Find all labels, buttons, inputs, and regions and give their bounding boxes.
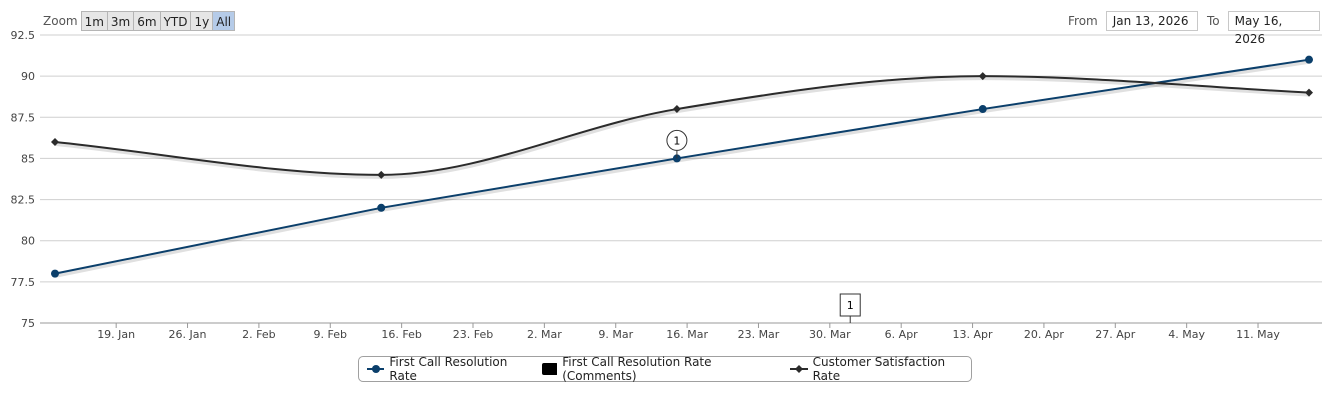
- chart-legend: First Call Resolution Rate First Call Re…: [358, 355, 972, 383]
- data-point: [978, 105, 987, 114]
- x-tick-label: 19. Jan: [97, 328, 135, 341]
- x-tick-label: 2. Mar: [527, 328, 562, 341]
- zoom-ytd-button[interactable]: YTD: [159, 11, 192, 31]
- x-tick-label: 26. Jan: [169, 328, 207, 341]
- data-point: [377, 203, 386, 212]
- data-point: [51, 269, 59, 278]
- legend-item-first-call-resolution-rate[interactable]: First Call Resolution Rate: [367, 355, 534, 383]
- y-tick-label: 85: [21, 152, 35, 165]
- data-point: [978, 72, 987, 81]
- flag-label: 1: [673, 134, 680, 147]
- series-shadow: [55, 76, 1311, 179]
- y-tick-label: 90: [21, 70, 35, 83]
- zoom-3m-button[interactable]: 3m: [106, 11, 135, 31]
- to-date-input[interactable]: May 16, 2026: [1227, 11, 1320, 46]
- legend-label: Customer Satisfaction Rate: [812, 355, 946, 383]
- zoom-6m-button[interactable]: 6m: [133, 11, 161, 31]
- circle-line-icon: [367, 365, 385, 373]
- data-point: [672, 105, 681, 114]
- zoom-all-button[interactable]: All: [212, 11, 236, 31]
- zoom-label: Zoom: [43, 14, 78, 28]
- data-point: [1305, 88, 1313, 97]
- x-tick-label: 16. Feb: [381, 328, 421, 341]
- x-tick-label: 9. Mar: [598, 328, 633, 341]
- square-icon: [541, 363, 558, 375]
- data-point: [51, 137, 59, 146]
- x-tick-label: 11. May: [1236, 328, 1280, 341]
- range-to: To May 16, 2026: [1207, 11, 1320, 46]
- from-date-input[interactable]: Jan 13, 2026: [1105, 11, 1198, 31]
- legend-label: First Call Resolution Rate (Comments): [562, 355, 712, 383]
- diamond-line-icon: [790, 365, 808, 373]
- x-tick-label: 4. May: [1168, 328, 1205, 341]
- x-tick-label: 9. Feb: [314, 328, 347, 341]
- legend-label: First Call Resolution Rate: [389, 355, 508, 383]
- y-tick-label: 80: [21, 235, 35, 248]
- legend-item-customer-satisfaction-rate[interactable]: Customer Satisfaction Rate: [790, 355, 971, 383]
- zoom-1y-button[interactable]: 1y: [190, 11, 214, 31]
- data-point: [1305, 55, 1313, 64]
- data-point: [672, 154, 681, 163]
- x-tick-label: 6. Apr: [885, 328, 918, 341]
- from-label: From: [1068, 14, 1098, 28]
- range-from: From Jan 13, 2026: [1068, 11, 1198, 31]
- x-tick-label: 23. Mar: [738, 328, 780, 341]
- x-tick-label: 20. Apr: [1024, 328, 1064, 341]
- x-tick-label: 2. Feb: [242, 328, 275, 341]
- y-tick-label: 75: [21, 317, 35, 330]
- y-tick-label: 87.5: [11, 111, 36, 124]
- x-tick-label: 27. Apr: [1095, 328, 1135, 341]
- legend-item-first-call-resolution-rate-comments[interactable]: First Call Resolution Rate (Comments): [541, 355, 782, 383]
- flag-marker: [666, 129, 688, 151]
- zoom-bar: Zoom 1m 3m 6m YTD 1y All: [43, 11, 236, 31]
- x-tick-label: 30. Mar: [809, 328, 851, 341]
- data-point: [377, 170, 386, 179]
- y-tick-label: 77.5: [11, 276, 36, 289]
- x-tick-label: 23. Feb: [453, 328, 493, 341]
- x-tick-label: 16. Mar: [666, 328, 708, 341]
- to-label: To: [1207, 14, 1220, 28]
- flag-label: 1: [847, 299, 854, 312]
- y-tick-label: 92.5: [11, 29, 36, 42]
- zoom-1m-button[interactable]: 1m: [80, 11, 108, 31]
- y-tick-label: 82.5: [11, 194, 36, 207]
- x-tick-label: 13. Apr: [953, 328, 993, 341]
